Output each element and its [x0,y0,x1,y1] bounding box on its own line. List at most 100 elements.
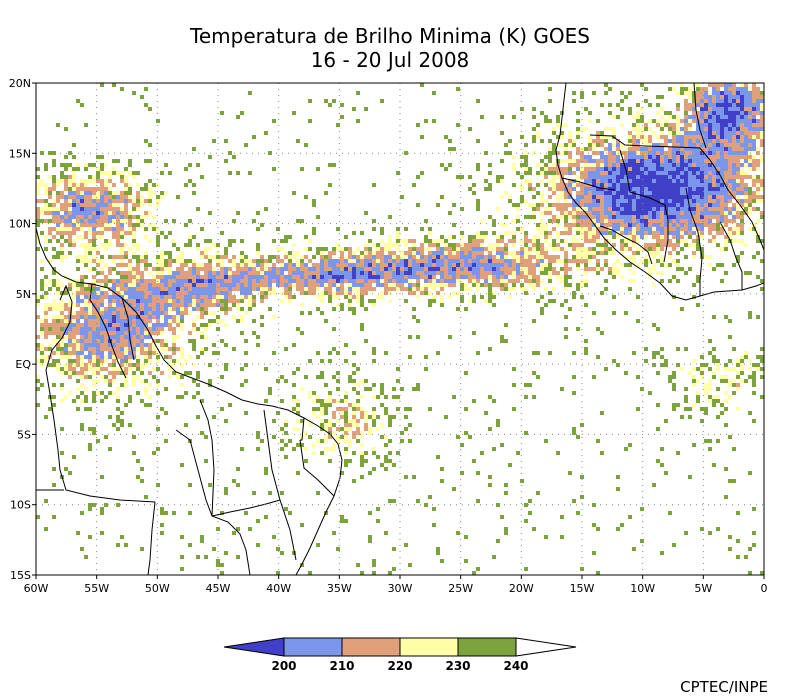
temperature-cell [596,251,600,255]
temperature-cell [584,303,588,307]
temperature-cell [368,299,372,303]
temperature-cell [628,167,632,171]
temperature-cell [108,243,112,247]
temperature-cell [348,295,352,299]
temperature-cell [564,255,568,259]
temperature-cell [72,239,76,243]
temperature-cell [56,183,60,187]
temperature-cell [740,371,744,375]
temperature-cell [600,195,604,199]
temperature-cell [68,355,72,359]
temperature-cell [736,127,740,131]
temperature-cell [332,163,336,167]
temperature-cell [64,351,68,355]
temperature-cell [76,163,80,167]
temperature-cell [740,219,744,223]
temperature-cell [52,219,56,223]
temperature-cell [720,219,724,223]
temperature-cell [676,175,680,179]
temperature-cell [212,287,216,291]
temperature-cell [596,159,600,163]
temperature-cell [708,143,712,147]
temperature-cell [716,387,720,391]
temperature-cell [64,199,68,203]
temperature-cell [296,267,300,271]
temperature-cell [168,291,172,295]
temperature-cell [96,215,100,219]
temperature-cell [72,323,76,327]
temperature-cell [404,263,408,267]
temperature-cell [592,183,596,187]
temperature-cell [292,279,296,283]
temperature-cell [200,267,204,271]
temperature-cell [708,83,712,87]
temperature-cell [584,271,588,275]
temperature-cell [632,279,636,283]
temperature-cell [580,235,584,239]
temperature-cell [448,259,452,263]
temperature-cell [736,375,740,379]
temperature-cell [640,119,644,123]
temperature-cell [64,127,68,131]
temperature-cell [164,267,168,271]
temperature-cell [660,127,664,131]
temperature-cell [128,159,132,163]
temperature-cell [532,107,536,111]
temperature-cell [204,303,208,307]
temperature-cell [668,211,672,215]
temperature-cell [440,255,444,259]
temperature-cell [668,155,672,159]
temperature-cell [588,175,592,179]
temperature-cell [208,319,212,323]
temperature-cell [756,119,760,123]
temperature-cell [200,263,204,267]
temperature-cell [728,159,732,163]
temperature-cell [540,271,544,275]
temperature-cell [720,179,724,183]
temperature-cell [56,255,60,259]
temperature-cell [592,211,596,215]
temperature-cell [512,255,516,259]
temperature-cell [60,347,64,351]
temperature-cell [320,271,324,275]
temperature-cell [696,211,700,215]
temperature-cell [516,227,520,231]
temperature-cell [140,203,144,207]
temperature-cell [580,91,584,95]
temperature-cell [640,387,644,391]
temperature-cell [72,339,76,343]
temperature-cell [732,131,736,135]
temperature-cell [728,367,732,371]
temperature-cell [656,207,660,211]
temperature-cell [532,187,536,191]
temperature-cell [40,279,44,283]
temperature-cell [324,271,328,275]
temperature-cell [608,211,612,215]
temperature-cell [608,111,612,115]
temperature-cell [188,299,192,303]
temperature-cell [760,199,764,203]
temperature-cell [192,275,196,279]
temperature-cell [140,371,144,375]
temperature-cell [56,239,60,243]
temperature-cell [648,103,652,107]
temperature-cell [384,259,388,263]
temperature-cell [316,307,320,311]
temperature-cell [688,235,692,239]
temperature-cell [124,367,128,371]
temperature-cell [632,251,636,255]
temperature-cell [84,215,88,219]
temperature-cell [356,299,360,303]
temperature-cell [172,283,176,287]
temperature-cell [92,243,96,247]
temperature-cell [48,207,52,211]
temperature-cell [448,139,452,143]
temperature-cell [484,267,488,271]
temperature-cell [144,351,148,355]
temperature-cell [444,271,448,275]
temperature-cell [96,231,100,235]
temperature-cell [156,243,160,247]
temperature-cell [128,211,132,215]
temperature-cell [572,247,576,251]
temperature-cell [612,275,616,279]
